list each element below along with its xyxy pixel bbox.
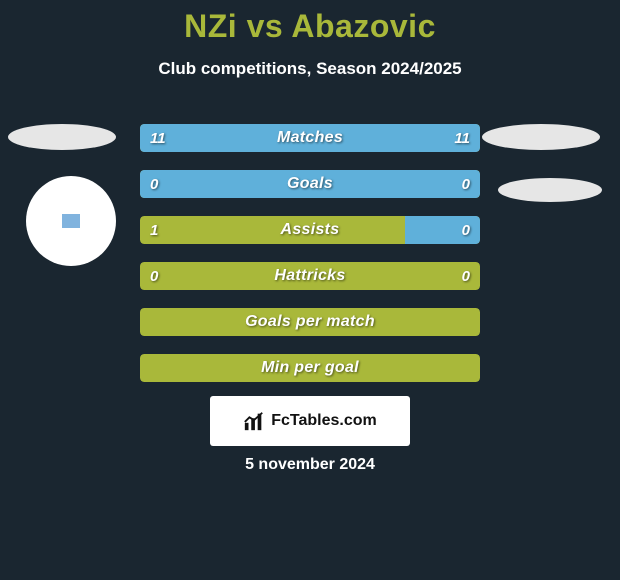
stat-value-left: 1 bbox=[150, 216, 158, 244]
stat-row: Goals per match bbox=[140, 308, 480, 336]
stat-label: Min per goal bbox=[140, 354, 480, 382]
brand-logo-icon bbox=[243, 410, 265, 432]
page-title: NZi vs Abazovic bbox=[0, 8, 620, 45]
player-a-avatar-circle bbox=[26, 176, 116, 266]
player-a-badge-ellipse bbox=[8, 124, 116, 150]
stat-label: Goals bbox=[140, 170, 480, 198]
generated-date: 5 november 2024 bbox=[245, 456, 375, 474]
stat-label: Matches bbox=[140, 124, 480, 152]
player-b-badge-ellipse-2 bbox=[498, 178, 602, 202]
player-b-badge-ellipse-1 bbox=[482, 124, 600, 150]
content-root: NZi vs Abazovic Club competitions, Seaso… bbox=[0, 0, 620, 580]
stat-row: Hattricks0 0 bbox=[140, 262, 480, 290]
stat-row: Matches11 11 bbox=[140, 124, 480, 152]
stat-value-left: 11 bbox=[150, 124, 166, 152]
stat-label: Goals per match bbox=[140, 308, 480, 336]
player-a-avatar-placeholder-icon bbox=[62, 214, 80, 228]
page-subtitle: Club competitions, Season 2024/2025 bbox=[0, 59, 620, 79]
stat-label: Assists bbox=[140, 216, 480, 244]
stat-value-left: 0 bbox=[150, 170, 158, 198]
stat-value-left: 0 bbox=[150, 262, 158, 290]
stats-container: Matches1111Goals00Assists10Hattricks00Go… bbox=[140, 124, 480, 400]
brand-name: FcTables.com bbox=[271, 412, 377, 430]
stat-label: Hattricks bbox=[140, 262, 480, 290]
stat-row: Min per goal bbox=[140, 354, 480, 382]
stat-row: Assists1 0 bbox=[140, 216, 480, 244]
stat-value-right: 0 bbox=[462, 170, 470, 198]
brand-box: FcTables.com bbox=[210, 396, 410, 446]
stat-value-right: 0 bbox=[462, 262, 470, 290]
stat-row: Goals0 0 bbox=[140, 170, 480, 198]
stat-value-right: 11 bbox=[454, 124, 470, 152]
stat-value-right: 0 bbox=[462, 216, 470, 244]
